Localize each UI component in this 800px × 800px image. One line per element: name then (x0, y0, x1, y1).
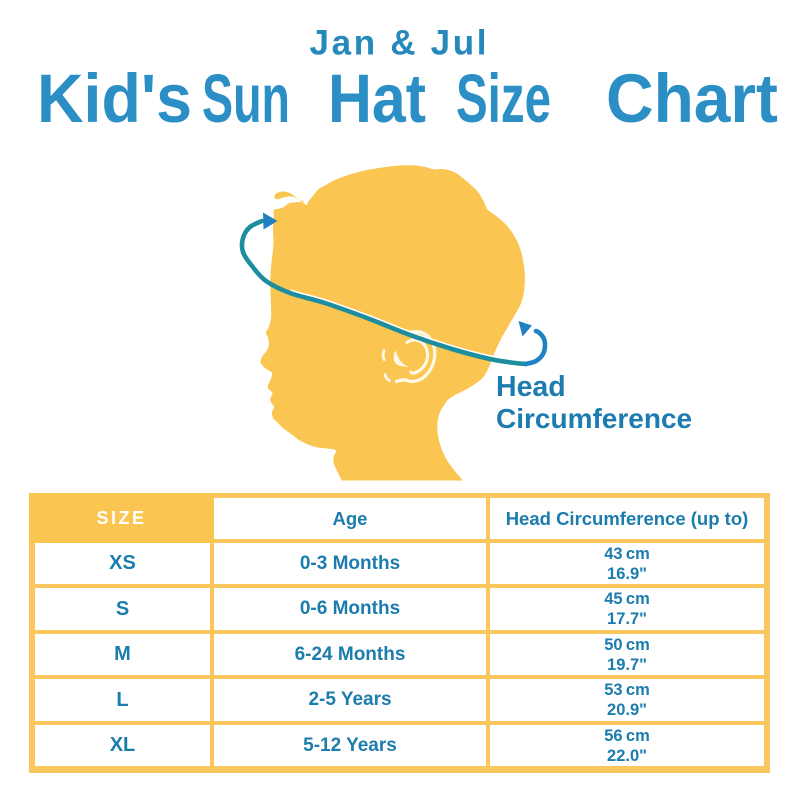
svg-text:Sun: Sun (202, 60, 290, 137)
svg-text:Chart: Chart (606, 60, 778, 137)
svg-text:Head: Head (496, 371, 566, 403)
svg-text:Size: Size (456, 60, 551, 137)
svg-text:Kid's: Kid's (37, 60, 192, 137)
svg-text:Hat: Hat (328, 60, 426, 137)
svg-text:Jan & Jul: Jan & Jul (310, 24, 487, 63)
svg-text:Circumference: Circumference (496, 403, 692, 434)
